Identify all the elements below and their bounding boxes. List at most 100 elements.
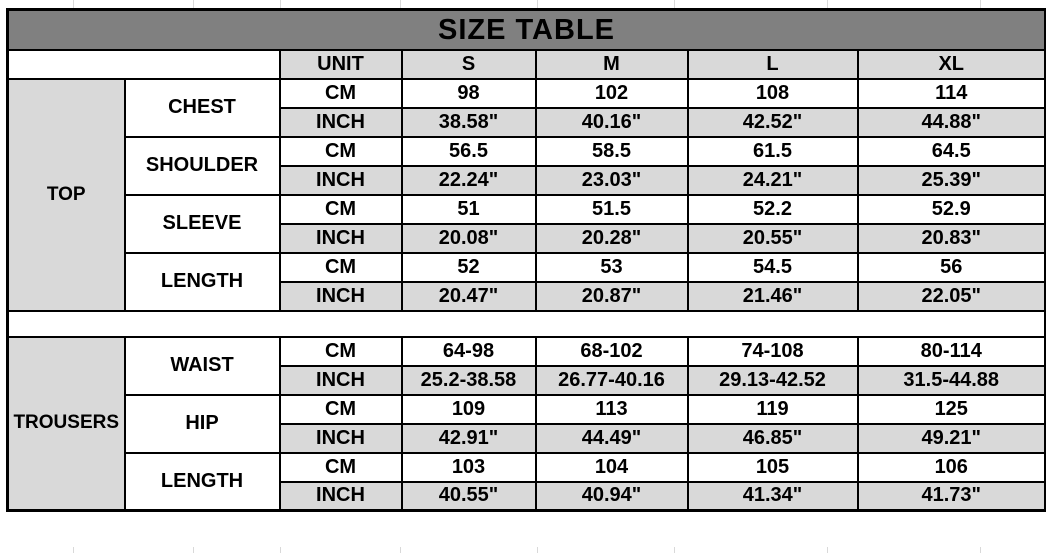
value-cell: 40.16" [534, 106, 689, 138]
value-cell: 46.85" [686, 422, 859, 454]
value-cell: 80-114 [856, 335, 1046, 367]
size-table-title: SIZE TABLE [6, 8, 1046, 51]
value-cell: 51.5 [534, 193, 689, 225]
value-cell: 52.9 [856, 193, 1046, 225]
value-cell: 64-98 [400, 335, 537, 367]
header-blank-cell [6, 48, 281, 80]
value-cell: 56 [856, 251, 1046, 283]
measure-trousers-length: LENGTH [123, 451, 281, 512]
unit-inch-label: INCH [278, 280, 403, 312]
value-cell: 64.5 [856, 135, 1046, 167]
unit-cm-label: CM [278, 193, 403, 225]
value-cell: 51 [400, 193, 537, 225]
value-cell: 20.08" [400, 222, 537, 254]
value-cell: 20.28" [534, 222, 689, 254]
value-cell: 22.05" [856, 280, 1046, 312]
header-size-l: L [686, 48, 859, 80]
section-spacer-row [6, 309, 1046, 338]
value-cell: 119 [686, 393, 859, 425]
value-cell: 105 [686, 451, 859, 483]
unit-cm-label: CM [278, 451, 403, 483]
unit-cm-label: CM [278, 335, 403, 367]
value-cell: 58.5 [534, 135, 689, 167]
value-cell: 98 [400, 77, 537, 109]
measure-sleeve: SLEEVE [123, 193, 281, 254]
measure-shoulder: SHOULDER [123, 135, 281, 196]
header-size-m: M [534, 48, 689, 80]
value-cell: 44.49" [534, 422, 689, 454]
value-cell: 20.87" [534, 280, 689, 312]
unit-inch-label: INCH [278, 422, 403, 454]
value-cell: 24.21" [686, 164, 859, 196]
spreadsheet-gridline-strip-bottom [0, 547, 1046, 553]
gridline-tick [827, 0, 828, 8]
value-cell: 23.03" [534, 164, 689, 196]
header-size-s: S [400, 48, 537, 80]
value-cell: 114 [856, 77, 1046, 109]
unit-cm-label: CM [278, 77, 403, 109]
value-cell: 38.58" [400, 106, 537, 138]
gridline-tick [674, 0, 675, 8]
gridline-tick [400, 0, 401, 8]
value-cell: 41.34" [686, 480, 859, 512]
unit-inch-label: INCH [278, 106, 403, 138]
value-cell: 20.55" [686, 222, 859, 254]
value-cell: 52.2 [686, 193, 859, 225]
value-cell: 68-102 [534, 335, 689, 367]
measure-top-length: LENGTH [123, 251, 281, 312]
unit-inch-label: INCH [278, 222, 403, 254]
value-cell: 102 [534, 77, 689, 109]
unit-inch-label: INCH [278, 480, 403, 512]
unit-inch-label: INCH [278, 164, 403, 196]
gridline-tick [193, 547, 194, 553]
value-cell: 31.5-44.88 [856, 364, 1046, 396]
value-cell: 113 [534, 393, 689, 425]
value-cell: 53 [534, 251, 689, 283]
gridline-tick [980, 547, 981, 553]
gridline-tick [73, 0, 74, 8]
value-cell: 61.5 [686, 135, 859, 167]
unit-cm-label: CM [278, 393, 403, 425]
gridline-tick [280, 547, 281, 553]
gridline-tick [400, 547, 401, 553]
value-cell: 49.21" [856, 422, 1046, 454]
value-cell: 21.46" [686, 280, 859, 312]
value-cell: 56.5 [400, 135, 537, 167]
value-cell: 22.24" [400, 164, 537, 196]
gridline-tick [280, 0, 281, 8]
value-cell: 52 [400, 251, 537, 283]
value-cell: 25.39" [856, 164, 1046, 196]
value-cell: 29.13-42.52 [686, 364, 859, 396]
size-table: SIZE TABLE UNIT S M L XL TOP CHEST CM 98… [6, 8, 1046, 512]
unit-cm-label: CM [278, 135, 403, 167]
category-top: TOP [6, 77, 126, 312]
gridline-tick [537, 0, 538, 8]
value-cell: 44.88" [856, 106, 1046, 138]
value-cell: 26.77-40.16 [534, 364, 689, 396]
spreadsheet-gridline-strip-top [0, 0, 1046, 8]
value-cell: 40.55" [400, 480, 537, 512]
unit-inch-label: INCH [278, 364, 403, 396]
value-cell: 42.52" [686, 106, 859, 138]
header-unit: UNIT [278, 48, 403, 80]
value-cell: 74-108 [686, 335, 859, 367]
value-cell: 42.91" [400, 422, 537, 454]
gridline-tick [537, 547, 538, 553]
gridline-tick [73, 547, 74, 553]
gridline-tick [827, 547, 828, 553]
value-cell: 25.2-38.58 [400, 364, 537, 396]
header-size-xl: XL [856, 48, 1046, 80]
value-cell: 125 [856, 393, 1046, 425]
unit-cm-label: CM [278, 251, 403, 283]
value-cell: 108 [686, 77, 859, 109]
value-cell: 20.83" [856, 222, 1046, 254]
value-cell: 41.73" [856, 480, 1046, 512]
value-cell: 54.5 [686, 251, 859, 283]
category-trousers: TROUSERS [6, 335, 126, 512]
value-cell: 109 [400, 393, 537, 425]
gridline-tick [674, 547, 675, 553]
value-cell: 106 [856, 451, 1046, 483]
value-cell: 104 [534, 451, 689, 483]
value-cell: 40.94" [534, 480, 689, 512]
